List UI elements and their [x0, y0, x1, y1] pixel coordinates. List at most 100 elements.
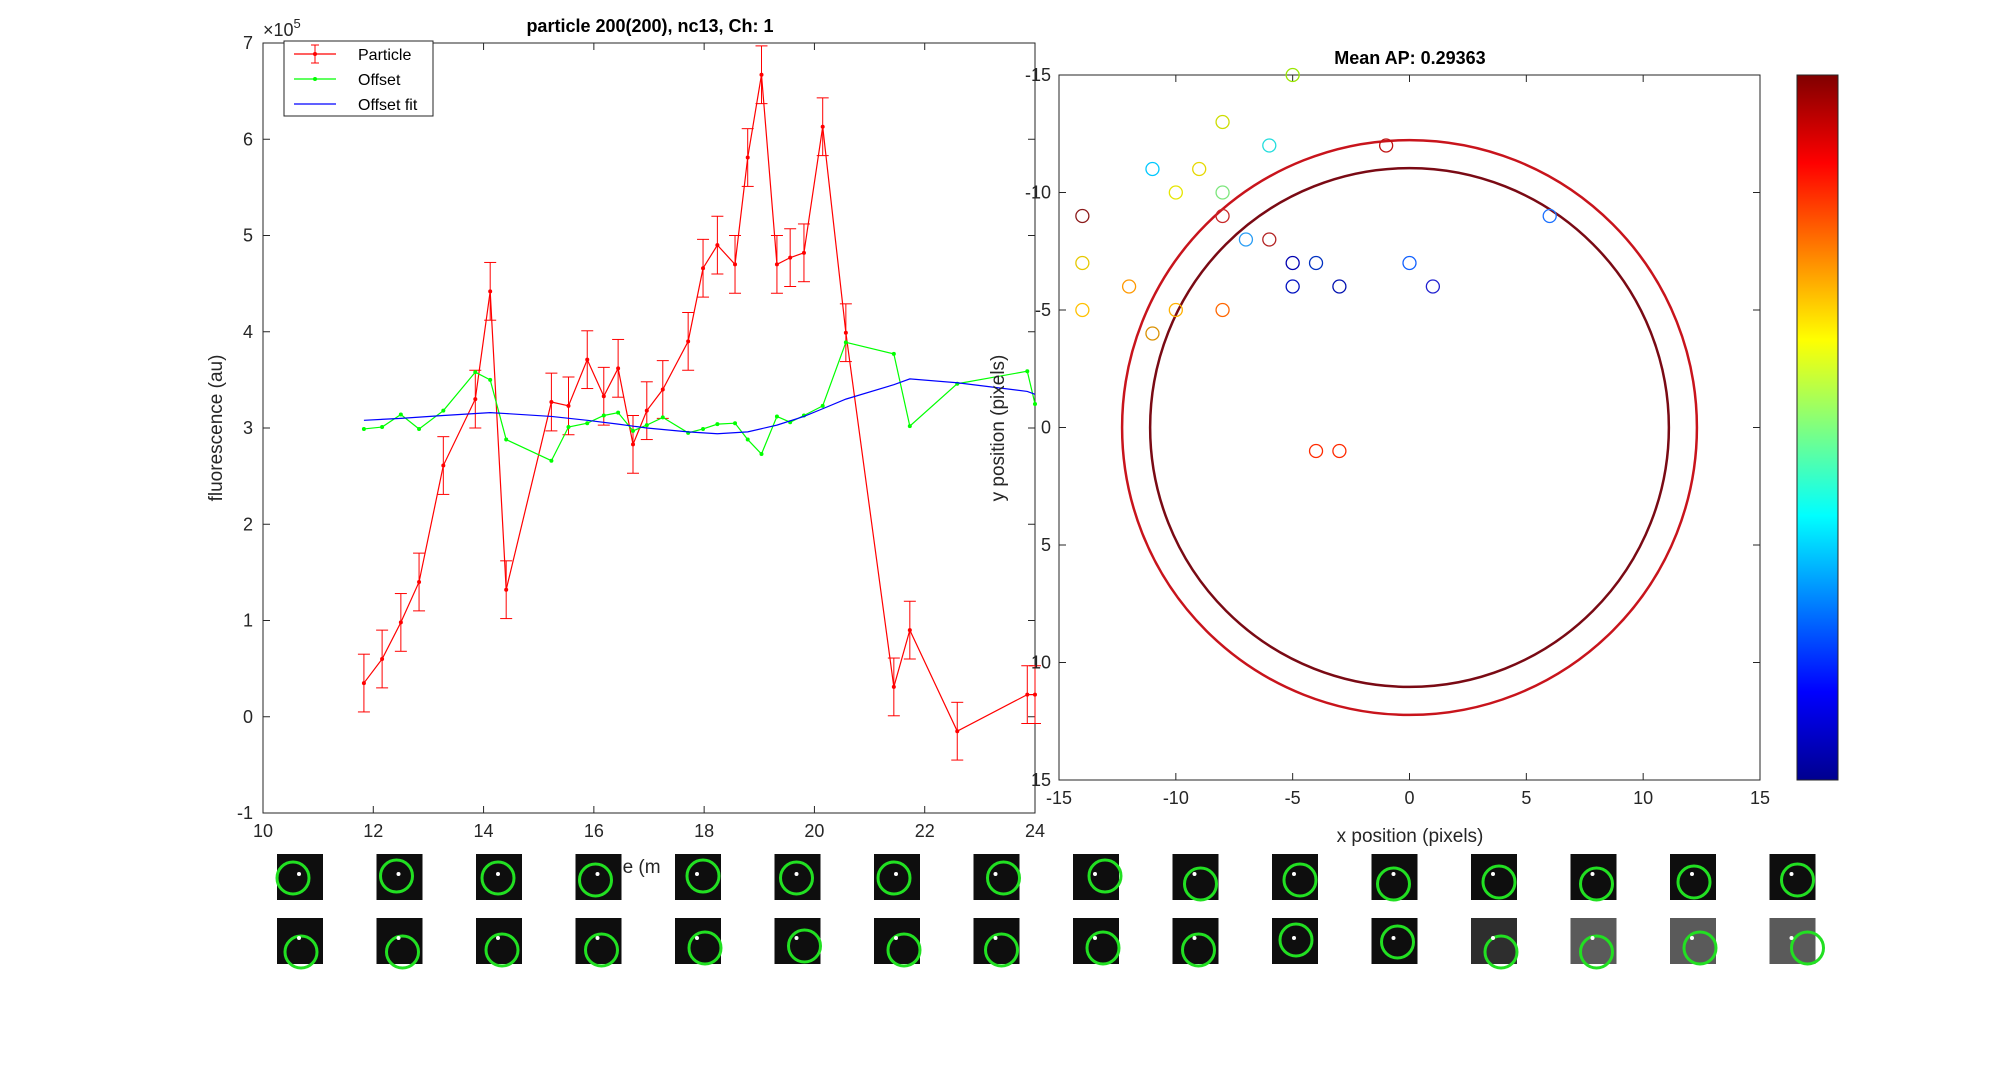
particle-thumbnail: [973, 918, 1020, 964]
data-point-particle: [801, 250, 806, 255]
thumbnail-spot: [1590, 872, 1595, 876]
data-point-offset: [891, 351, 896, 356]
particle-thumbnail: [1471, 918, 1517, 964]
thumbnail-spot: [1093, 872, 1097, 876]
data-point-offset: [745, 437, 750, 442]
thumbnail-ring: [986, 860, 1021, 896]
thumbnail-spot: [1690, 872, 1694, 876]
left-x-axis-label-fragment: ne (m: [612, 857, 661, 878]
thumbnail-strip: [275, 854, 1825, 970]
data-point-offset: [733, 421, 738, 426]
particle-position-marker: [1121, 279, 1137, 294]
particle-position-marker: [1145, 161, 1160, 177]
data-point-particle: [733, 262, 738, 267]
y-tick-label: 4: [243, 322, 253, 342]
data-point-particle: [907, 628, 912, 633]
data-point-offset: [380, 425, 385, 430]
data-point-particle: [745, 155, 750, 160]
data-point-offset: [701, 426, 706, 431]
y-tick-label: 7: [243, 33, 253, 53]
data-point-offset: [660, 415, 665, 420]
data-point-particle: [1025, 692, 1030, 697]
series-line-offset: [363, 341, 1036, 462]
y-tick-label: 0: [1041, 418, 1051, 438]
x-tick-label: 20: [804, 821, 824, 841]
x-tick-label: 18: [694, 821, 714, 841]
series-line-particle: [363, 74, 1035, 733]
thumbnail-ring: [1278, 922, 1314, 958]
data-point-offset: [585, 421, 590, 426]
left-plot-area: ne (m: [357, 45, 1041, 878]
legend-offset-label: Offset: [358, 72, 401, 89]
particle-thumbnail: [1172, 854, 1219, 900]
data-point-particle: [843, 330, 848, 335]
particle-position-marker: [1425, 279, 1441, 294]
y-tick-label: -15: [1025, 65, 1051, 85]
thumbnail-ring: [480, 860, 516, 896]
data-point-offset: [631, 428, 636, 433]
thumbnail-ring: [1282, 862, 1318, 898]
thumbnail-spot: [1292, 872, 1296, 876]
y-tick-label: -5: [1035, 300, 1051, 320]
data-point-offset: [907, 424, 912, 429]
thumbnail-spot: [1690, 936, 1694, 940]
thumbnail-ring: [379, 858, 414, 894]
particle-position-marker: [1285, 67, 1300, 83]
x-tick-label: 10: [253, 821, 273, 841]
left-legend: Particle Offset Offset fit: [283, 40, 434, 117]
thumbnail-ring: [1483, 934, 1519, 970]
data-point-particle: [1033, 692, 1037, 697]
x-tick-label: -5: [1285, 788, 1301, 808]
thumbnail-ring: [1780, 862, 1815, 898]
data-point-offset: [441, 408, 446, 413]
thumbnail-ring: [1579, 866, 1614, 902]
thumbnail-ring: [886, 932, 922, 968]
data-point-offset: [616, 410, 621, 415]
thumbnail-ring: [787, 928, 822, 964]
data-point-offset: [715, 422, 720, 427]
particle-thumbnail: [774, 918, 821, 964]
particle-position-marker: [1402, 255, 1417, 271]
thumbnail-spot: [496, 936, 500, 940]
particle-position-marker: [1075, 302, 1090, 318]
particle-position-marker: [1192, 161, 1207, 177]
thumbnail-spot: [1391, 936, 1396, 940]
data-point-particle: [631, 442, 636, 447]
particle-position-marker: [1168, 302, 1183, 318]
thumbnail-ring: [275, 860, 311, 896]
y-tick-label: 3: [243, 418, 253, 438]
thumbnail-spot: [1192, 936, 1197, 940]
thumbnail-spot: [1789, 872, 1794, 876]
data-point-offset: [549, 458, 554, 463]
thumbnail-ring: [1181, 932, 1216, 968]
data-point-particle: [549, 400, 554, 405]
data-point-particle: [473, 397, 478, 402]
data-point-particle: [398, 620, 403, 625]
data-point-offset: [566, 425, 571, 430]
data-point-particle: [788, 255, 793, 260]
x-tick-label: -15: [1046, 788, 1072, 808]
thumbnail-spot: [695, 936, 699, 940]
y-tick-label: -1: [237, 803, 253, 823]
thumbnail-ring: [1183, 866, 1218, 902]
thumbnail-ring: [1380, 924, 1415, 960]
x-tick-label: 0: [1404, 788, 1414, 808]
particle-position-marker: [1145, 326, 1160, 341]
data-point-offset: [759, 451, 764, 456]
data-point-particle: [891, 684, 896, 689]
data-point-particle: [488, 289, 493, 294]
x-tick-label: 24: [1025, 821, 1045, 841]
particle-thumbnail: [874, 918, 920, 964]
data-point-offset: [820, 403, 825, 408]
thumbnail-ring: [484, 932, 520, 968]
particle-position-marker: [1215, 114, 1230, 130]
thumbnail-spot: [595, 936, 600, 940]
data-point-particle: [566, 403, 571, 408]
right-y-axis-label: y position (pixels): [988, 355, 1009, 502]
data-point-offset: [488, 377, 493, 382]
nucleus-circle-1: [1148, 166, 1671, 689]
particle-thumbnail: [1670, 918, 1716, 964]
particle-thumbnail: [1073, 918, 1119, 964]
